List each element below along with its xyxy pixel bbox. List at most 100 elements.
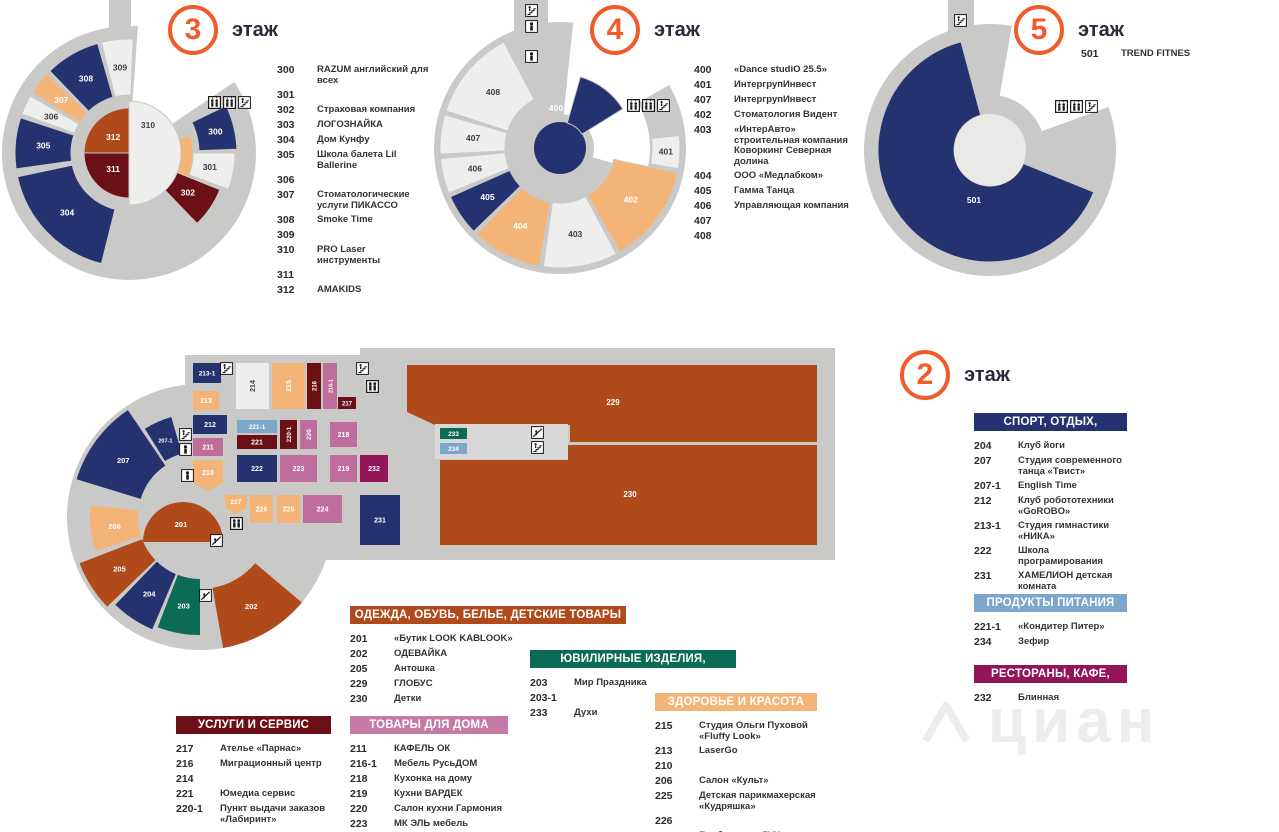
legend-row: 216 Миграционный центр [176, 758, 331, 770]
unit-name: Стоматологические услуги ПИКАССО [317, 189, 410, 211]
room-305: 305 [14, 117, 75, 170]
unit-number: 310 [277, 244, 295, 256]
unit-name: Пункт выдачи заказов «Лабиринт» [220, 803, 326, 825]
legend-row: 221-1 «Кондитер Питер» [974, 621, 1127, 633]
category-beauty: ЗДОРОВЬЕ И КРАСОТА 215 Студия Ольги Пухово… [655, 693, 817, 832]
svg-text:204: 204 [143, 590, 156, 599]
unit-number: 222 [974, 545, 992, 557]
floor2-plan: 207 207-1 206 205 204 203 202 201 213-1 … [67, 348, 835, 650]
svg-text:222: 222 [251, 466, 263, 473]
svg-text:408: 408 [486, 87, 500, 97]
legend-row: 310 PRO Laser инструменты [277, 244, 429, 266]
unit-name: КАФЕЛЬ ОК [394, 743, 451, 754]
unit-number: 206 [655, 775, 673, 787]
room-300: 300 [191, 105, 238, 152]
floor5-number-badge: 5 [1014, 5, 1064, 55]
unit-name [699, 760, 817, 772]
svg-text:308: 308 [79, 74, 93, 84]
floor5-legend: 501 TREND FITNES [1081, 48, 1251, 63]
cian-logo-icon [922, 700, 970, 743]
unit-name: Клуб йоги [1018, 440, 1065, 451]
unit-name: «Dance studiO 25.5» [734, 64, 827, 75]
unit-name: Стоматология Видент [734, 109, 838, 120]
legend-row: 202 ОДЕВАЙКА [350, 648, 626, 660]
unit-number: 407 [694, 215, 712, 227]
legend-row: 223 МК ЭЛЬ мебель [350, 818, 508, 830]
room-234: 234 [440, 443, 467, 454]
svg-text:211: 211 [202, 445, 213, 452]
legend-row: 405 Гамма Танца [694, 185, 859, 197]
unit-name: «Бутик LOOK KABLOOK» [394, 633, 513, 644]
unit-name: Страховая компания [317, 104, 416, 115]
floor2-number-badge: 2 [900, 350, 950, 400]
unit-name: Детки [394, 693, 422, 704]
unit-number: 210 [655, 760, 673, 772]
unit-name: Зефир [1018, 636, 1050, 647]
unit-number: 216 [176, 758, 194, 770]
room-311: 311 [83, 152, 130, 199]
unit-name: Студия Ольги Пуховой «Fluffy Look» [699, 720, 808, 742]
svg-text:201: 201 [175, 520, 188, 529]
legend-row: 312 AMAKIDS [277, 284, 429, 296]
room-217: 217 [338, 397, 356, 409]
unit-number: 221-1 [974, 621, 1001, 633]
room-400: 400 [549, 76, 624, 135]
svg-text:306: 306 [44, 112, 58, 122]
unit-number: 232 [974, 692, 992, 704]
unit-name: ЛОГОЗНАЙКА [317, 119, 383, 130]
room-220: 220 [300, 420, 317, 449]
legend-row: 210 [655, 760, 817, 772]
svg-text:206: 206 [108, 522, 121, 531]
unit-name: Детская парикмахерская «Кудряшка» [699, 790, 816, 812]
unit-number: 207-1 [974, 480, 1001, 492]
stairs-icon [657, 99, 670, 112]
category-home: ТОВАРЫ ДЛЯ ДОМА 211 КАФЕЛЬ ОК 216-1 Мебель Р… [350, 716, 508, 832]
room-215: 215 [272, 363, 305, 409]
person-icon [181, 469, 194, 482]
unit-number: 311 [277, 269, 294, 281]
unit-name [699, 815, 817, 827]
category-header: ПРОДУКТЫ ПИТАНИЯ [974, 594, 1127, 612]
unit-number: 223 [350, 818, 368, 830]
unit-name: Клуб робототехники «GoROBO» [1018, 495, 1114, 517]
legend-row: 404 ООО «Медлабком» [694, 170, 859, 182]
unit-name: Школа балета Lil Ballerine [317, 149, 397, 171]
floor2-title: 2 этаж [900, 350, 1010, 400]
legend-row: 304 Дом Кунфу [277, 134, 429, 146]
svg-text:402: 402 [624, 194, 638, 204]
room-405: 405 [449, 169, 522, 233]
unit-number: 407 [694, 94, 712, 106]
unit-name: Духи [574, 707, 598, 718]
svg-text:217: 217 [342, 402, 353, 408]
unit-number: 214 [176, 773, 194, 785]
room-226: 226 [250, 495, 273, 523]
room-218: 218 [330, 422, 357, 447]
category-items: 215 Студия Ольги Пуховой «Fluffy Look» 213… [655, 711, 817, 832]
svg-text:226: 226 [256, 507, 268, 514]
unit-name: Smoke Time [317, 214, 373, 225]
elevator-icon [208, 96, 221, 109]
svg-text:221-1: 221-1 [249, 424, 266, 431]
unit-number: 204 [974, 440, 992, 452]
room-232: 232 [360, 455, 388, 482]
svg-text:304: 304 [60, 208, 74, 218]
legend-row: 408 [694, 230, 859, 242]
unit-name: ГЛОБУС [394, 678, 433, 689]
unit-name [734, 215, 859, 227]
svg-text:401: 401 [659, 147, 673, 157]
unit-name [317, 174, 429, 186]
legend-row: 220 Салон кухни Гармония [350, 803, 508, 815]
unit-number: 300 [277, 64, 295, 76]
legend-row: 234 Зефир [974, 636, 1127, 648]
unit-number: 501 [1081, 48, 1099, 60]
unit-name: Кухни ВАРДЕК [394, 788, 463, 799]
legend-row: 233 Духи [530, 707, 736, 719]
floor4-number-badge: 4 [590, 5, 640, 55]
category-items: 217 Ателье «Парнас» 216 Миграционный центр 2… [176, 734, 331, 825]
unit-number: 212 [974, 495, 992, 507]
unit-name: AMAKIDS [317, 284, 362, 295]
legend-row: 402 Стоматология Видент [694, 109, 859, 121]
room-216-1: 216-1 [323, 363, 337, 409]
unit-number: 302 [277, 104, 295, 116]
unit-number: 216-1 [350, 758, 377, 770]
